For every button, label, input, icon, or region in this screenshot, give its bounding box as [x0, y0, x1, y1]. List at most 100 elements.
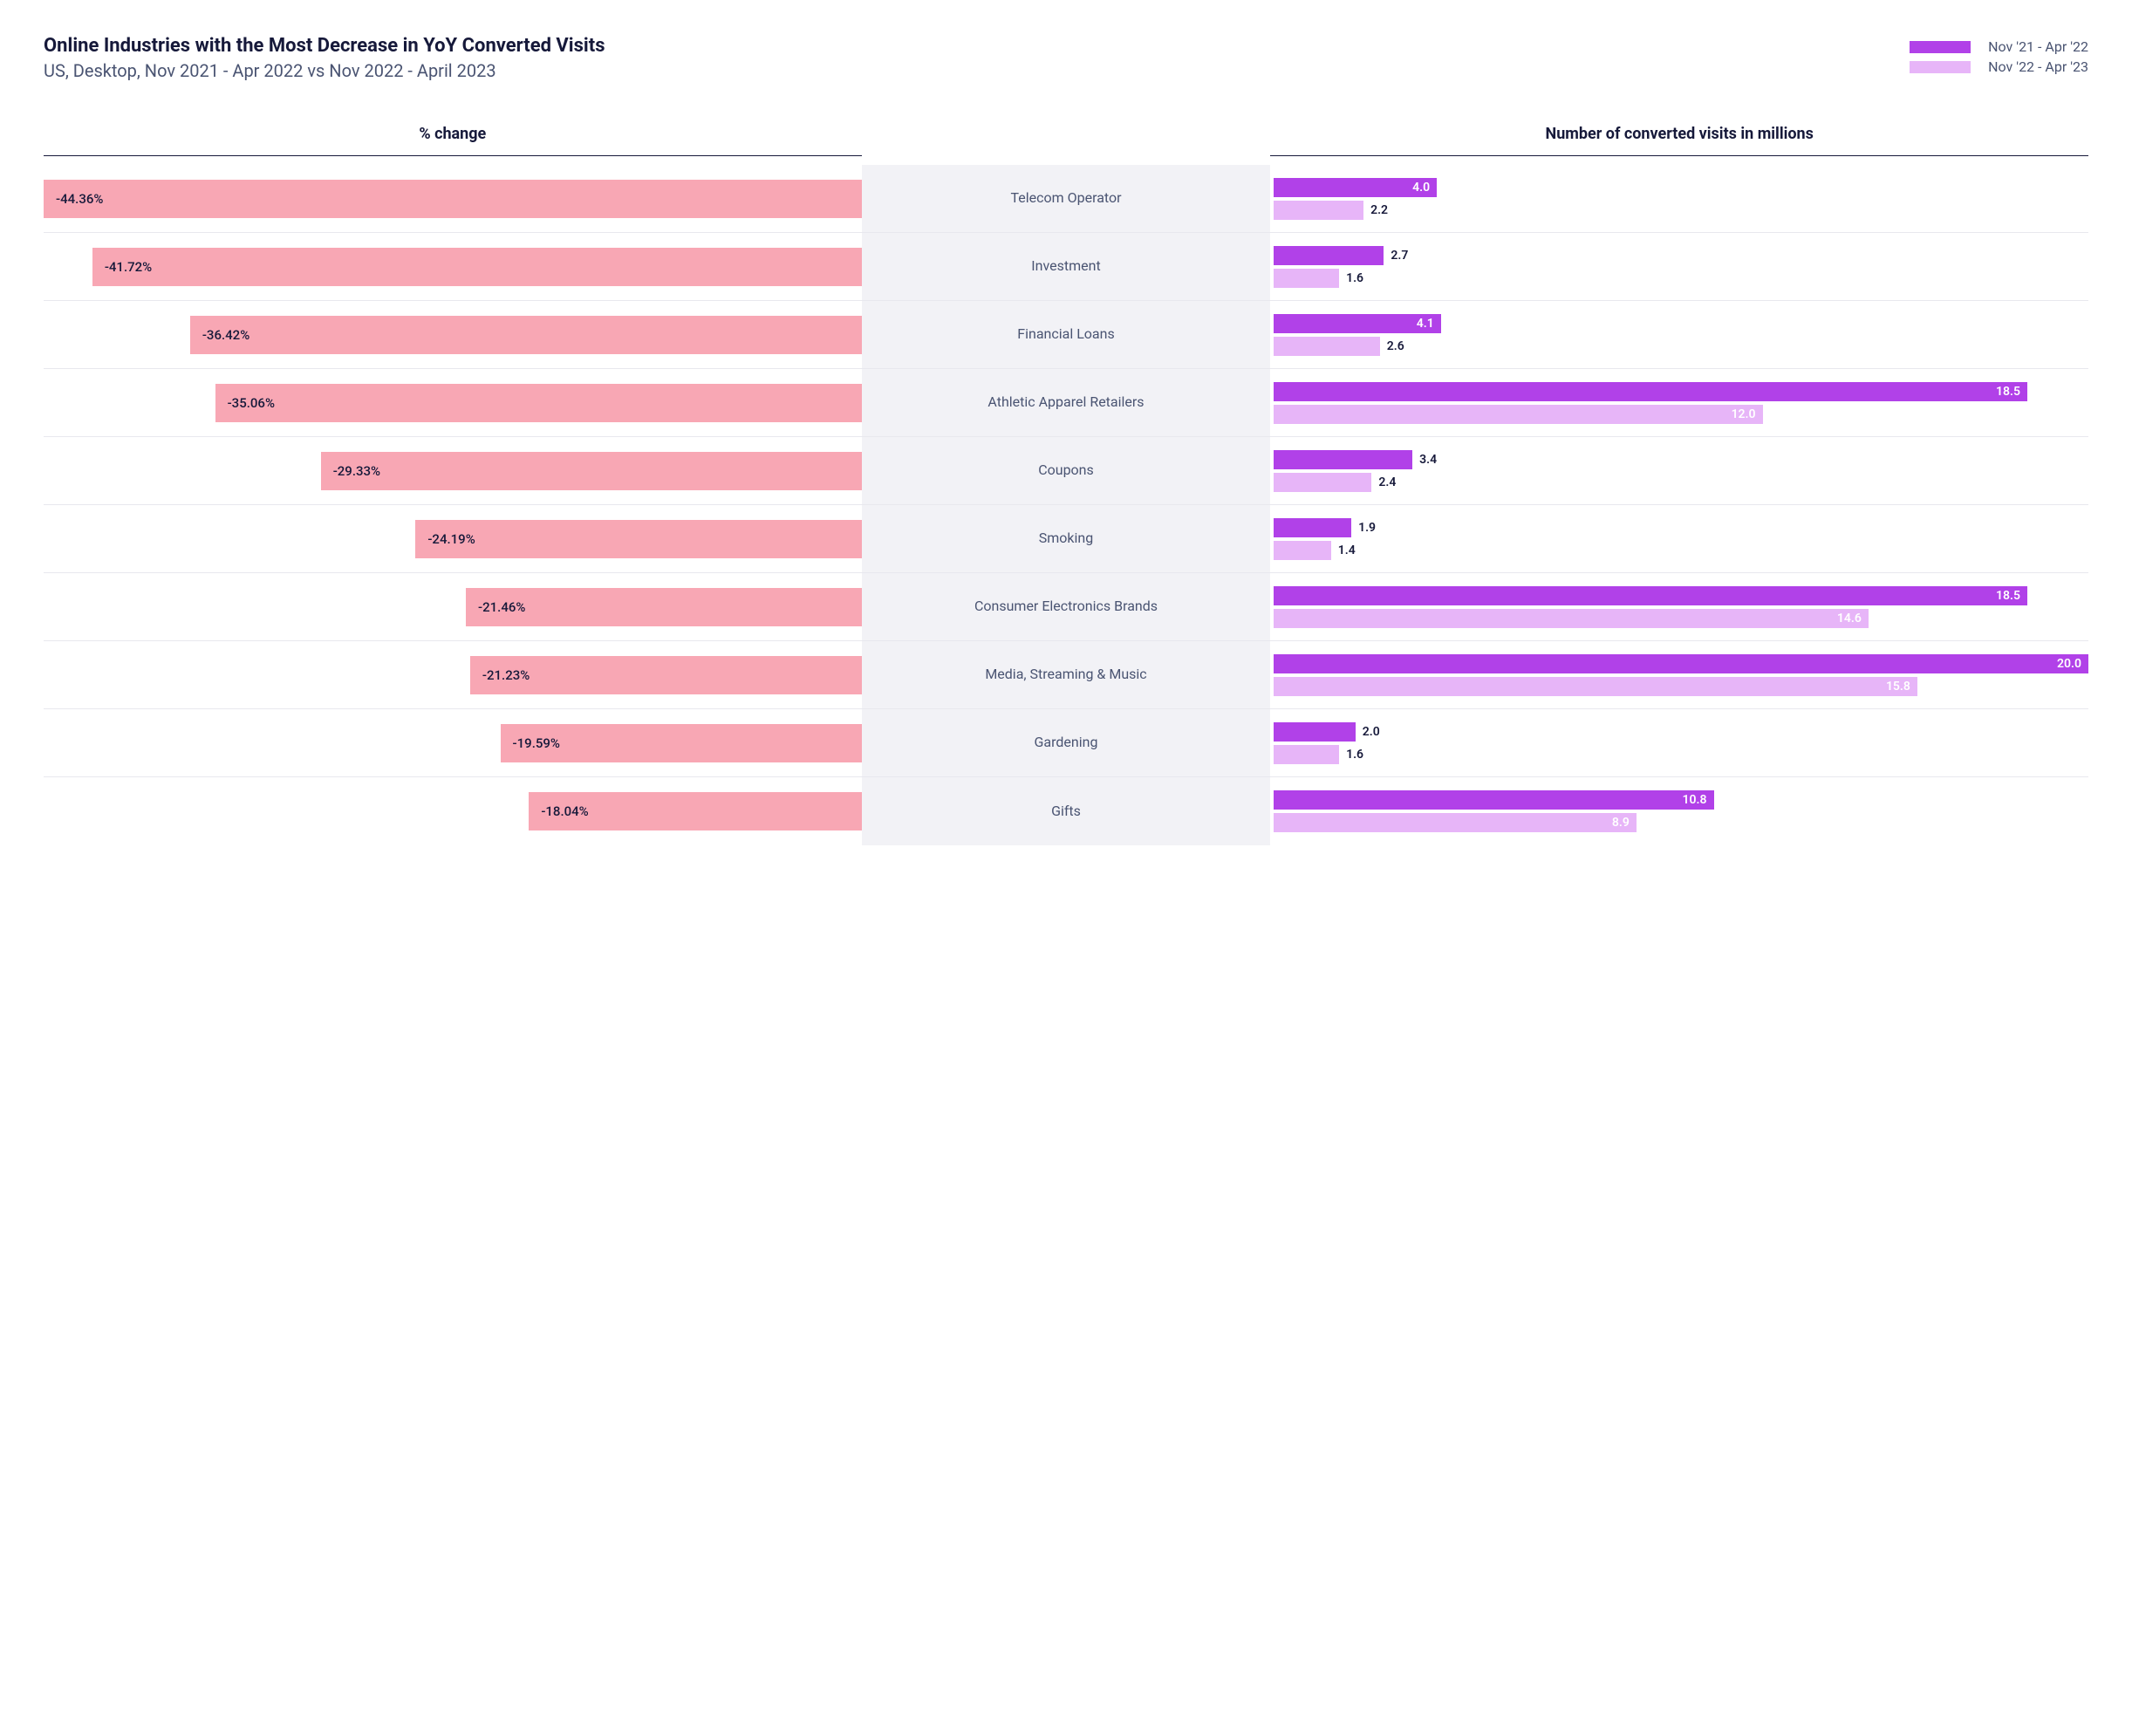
pct-value: -21.46%: [478, 599, 525, 615]
visits-value: 10.8: [1683, 793, 1707, 807]
pct-value: -36.42%: [202, 327, 249, 343]
category-label: Telecom Operator: [1010, 189, 1121, 208]
chart-header: Online Industries with the Most Decrease…: [44, 35, 2088, 81]
category-label: Financial Loans: [1017, 325, 1114, 344]
category-label: Smoking: [1039, 530, 1093, 548]
pct-value: -18.04%: [541, 803, 588, 819]
visits-bar-series2: 2.4: [1274, 473, 1371, 492]
visits-value: 1.4: [1338, 543, 1356, 557]
category-cell: Smoking: [862, 505, 1271, 572]
chart-row: -41.72%Investment2.71.6: [44, 233, 2088, 301]
visits-cell: 20.015.8: [1270, 641, 2088, 708]
pct-bar: -41.72%: [92, 248, 862, 286]
visits-value: 2.0: [1363, 725, 1380, 739]
visits-value: 2.7: [1391, 249, 1408, 263]
visits-bar-series2: 14.6: [1274, 609, 1869, 628]
category-cell: Coupons: [862, 437, 1271, 504]
legend-swatch-2: [1910, 61, 1971, 73]
visits-value: 15.8: [1886, 680, 1910, 694]
chart-title: Online Industries with the Most Decrease…: [44, 35, 605, 57]
chart-row: -19.59%Gardening2.01.6: [44, 709, 2088, 777]
visits-bar-series1: 18.5: [1274, 382, 2027, 401]
legend: Nov '21 - Apr '22 Nov '22 - Apr '23: [1910, 38, 2088, 75]
chart-row: -44.36% Telecom Operator 4.02.2: [44, 165, 2088, 233]
pct-cell: -41.72%: [44, 233, 862, 300]
category-label: Gifts: [1051, 803, 1081, 821]
category-cell: Telecom Operator: [862, 165, 1271, 232]
pct-bar: -18.04%: [529, 792, 861, 830]
visits-value: 1.9: [1358, 521, 1376, 535]
visits-cell: 4.02.2: [1270, 165, 2088, 232]
legend-swatch-1: [1910, 41, 1971, 53]
pct-cell: -21.46%: [44, 573, 862, 640]
visits-value: 1.6: [1346, 271, 1363, 285]
chart-subtitle: US, Desktop, Nov 2021 - Apr 2022 vs Nov …: [44, 60, 605, 81]
pct-cell: -29.33%: [44, 437, 862, 504]
category-label: Athletic Apparel Retailers: [987, 393, 1144, 412]
pct-bar: -21.46%: [466, 588, 862, 626]
visits-value: 18.5: [1996, 385, 2020, 399]
visits-bar-series1: 10.8: [1274, 790, 1713, 810]
category-label: Media, Streaming & Music: [985, 666, 1146, 684]
category-cell: Investment: [862, 233, 1271, 300]
pct-value: -41.72%: [105, 259, 152, 275]
pct-value: -19.59%: [513, 735, 560, 751]
chart-row: -35.06% Athletic Apparel Retailers 18.512.…: [44, 369, 2088, 437]
category-label: Gardening: [1035, 734, 1098, 752]
pct-cell: -19.59%: [44, 709, 862, 776]
category-cell: Media, Streaming & Music: [862, 641, 1271, 708]
visits-value: 1.6: [1346, 748, 1363, 762]
visits-cell: 3.4 2.4: [1270, 437, 2088, 504]
chart-row: -21.23% Media, Streaming & Music 20.015.8: [44, 641, 2088, 709]
visits-bar-series2: 1.4: [1274, 541, 1330, 560]
pct-cell: -36.42%: [44, 301, 862, 368]
visits-cell: 18.512.0: [1270, 369, 2088, 436]
pct-bar: -29.33%: [321, 452, 862, 490]
pct-cell: -21.23%: [44, 641, 862, 708]
category-cell: Athletic Apparel Retailers: [862, 369, 1271, 436]
visits-value: 14.6: [1837, 612, 1862, 625]
pct-value: -44.36%: [56, 191, 103, 207]
visits-cell: 2.7 1.6: [1270, 233, 2088, 300]
legend-label-2: Nov '22 - Apr '23: [1988, 58, 2088, 75]
pct-bar: -44.36%: [44, 180, 862, 218]
title-block: Online Industries with the Most Decrease…: [44, 35, 605, 81]
pct-value: -24.19%: [427, 531, 475, 547]
chart-row: -24.19%Smoking1.91.4: [44, 505, 2088, 573]
visits-bar-series2: 2.6: [1274, 337, 1379, 356]
pct-cell: -44.36%: [44, 165, 862, 232]
category-label: Consumer Electronics Brands: [974, 598, 1158, 616]
pct-bar: -21.23%: [470, 656, 862, 694]
pct-bar: -36.42%: [190, 316, 862, 354]
pct-bar: -19.59%: [501, 724, 862, 762]
visits-bar-series1: 2.0: [1274, 722, 1355, 742]
pct-cell: -18.04%: [44, 777, 862, 845]
visits-bar-series2: 2.2: [1274, 201, 1363, 220]
category-cell: Gardening: [862, 709, 1271, 776]
visits-bar-series2: 8.9: [1274, 813, 1636, 832]
visits-value: 2.6: [1387, 339, 1404, 353]
visits-bar-series1: 2.7: [1274, 246, 1384, 265]
category-cell: Financial Loans: [862, 301, 1271, 368]
visits-value: 2.2: [1370, 203, 1388, 217]
chart-row: -36.42% Financial Loans 4.1 2.6: [44, 301, 2088, 369]
legend-item-2: Nov '22 - Apr '23: [1910, 58, 2088, 75]
visits-cell: 10.8 8.9: [1270, 777, 2088, 845]
visits-bar-series1: 4.1: [1274, 314, 1440, 333]
visits-bar-series1: 3.4: [1274, 450, 1412, 469]
category-cell: Consumer Electronics Brands: [862, 573, 1271, 640]
mid-column-spacer: [862, 125, 1271, 155]
pct-cell: -35.06%: [44, 369, 862, 436]
pct-value: -29.33%: [333, 463, 380, 479]
visits-bar-series1: 18.5: [1274, 586, 2027, 605]
chart-row: -29.33% Coupons3.4 2.4: [44, 437, 2088, 505]
pct-bar: -35.06%: [215, 384, 862, 422]
legend-label-1: Nov '21 - Apr '22: [1988, 38, 2088, 55]
category-cell: Gifts: [862, 777, 1271, 845]
visits-value: 2.4: [1378, 475, 1396, 489]
visits-value: 18.5: [1996, 589, 2020, 603]
pct-bar: -24.19%: [415, 520, 861, 558]
visits-cell: 18.5 14.6: [1270, 573, 2088, 640]
chart-row: -21.46% Consumer Electronics Brands 18.5 14…: [44, 573, 2088, 641]
chart-row: -18.04% Gifts 10.8 8.9: [44, 777, 2088, 845]
